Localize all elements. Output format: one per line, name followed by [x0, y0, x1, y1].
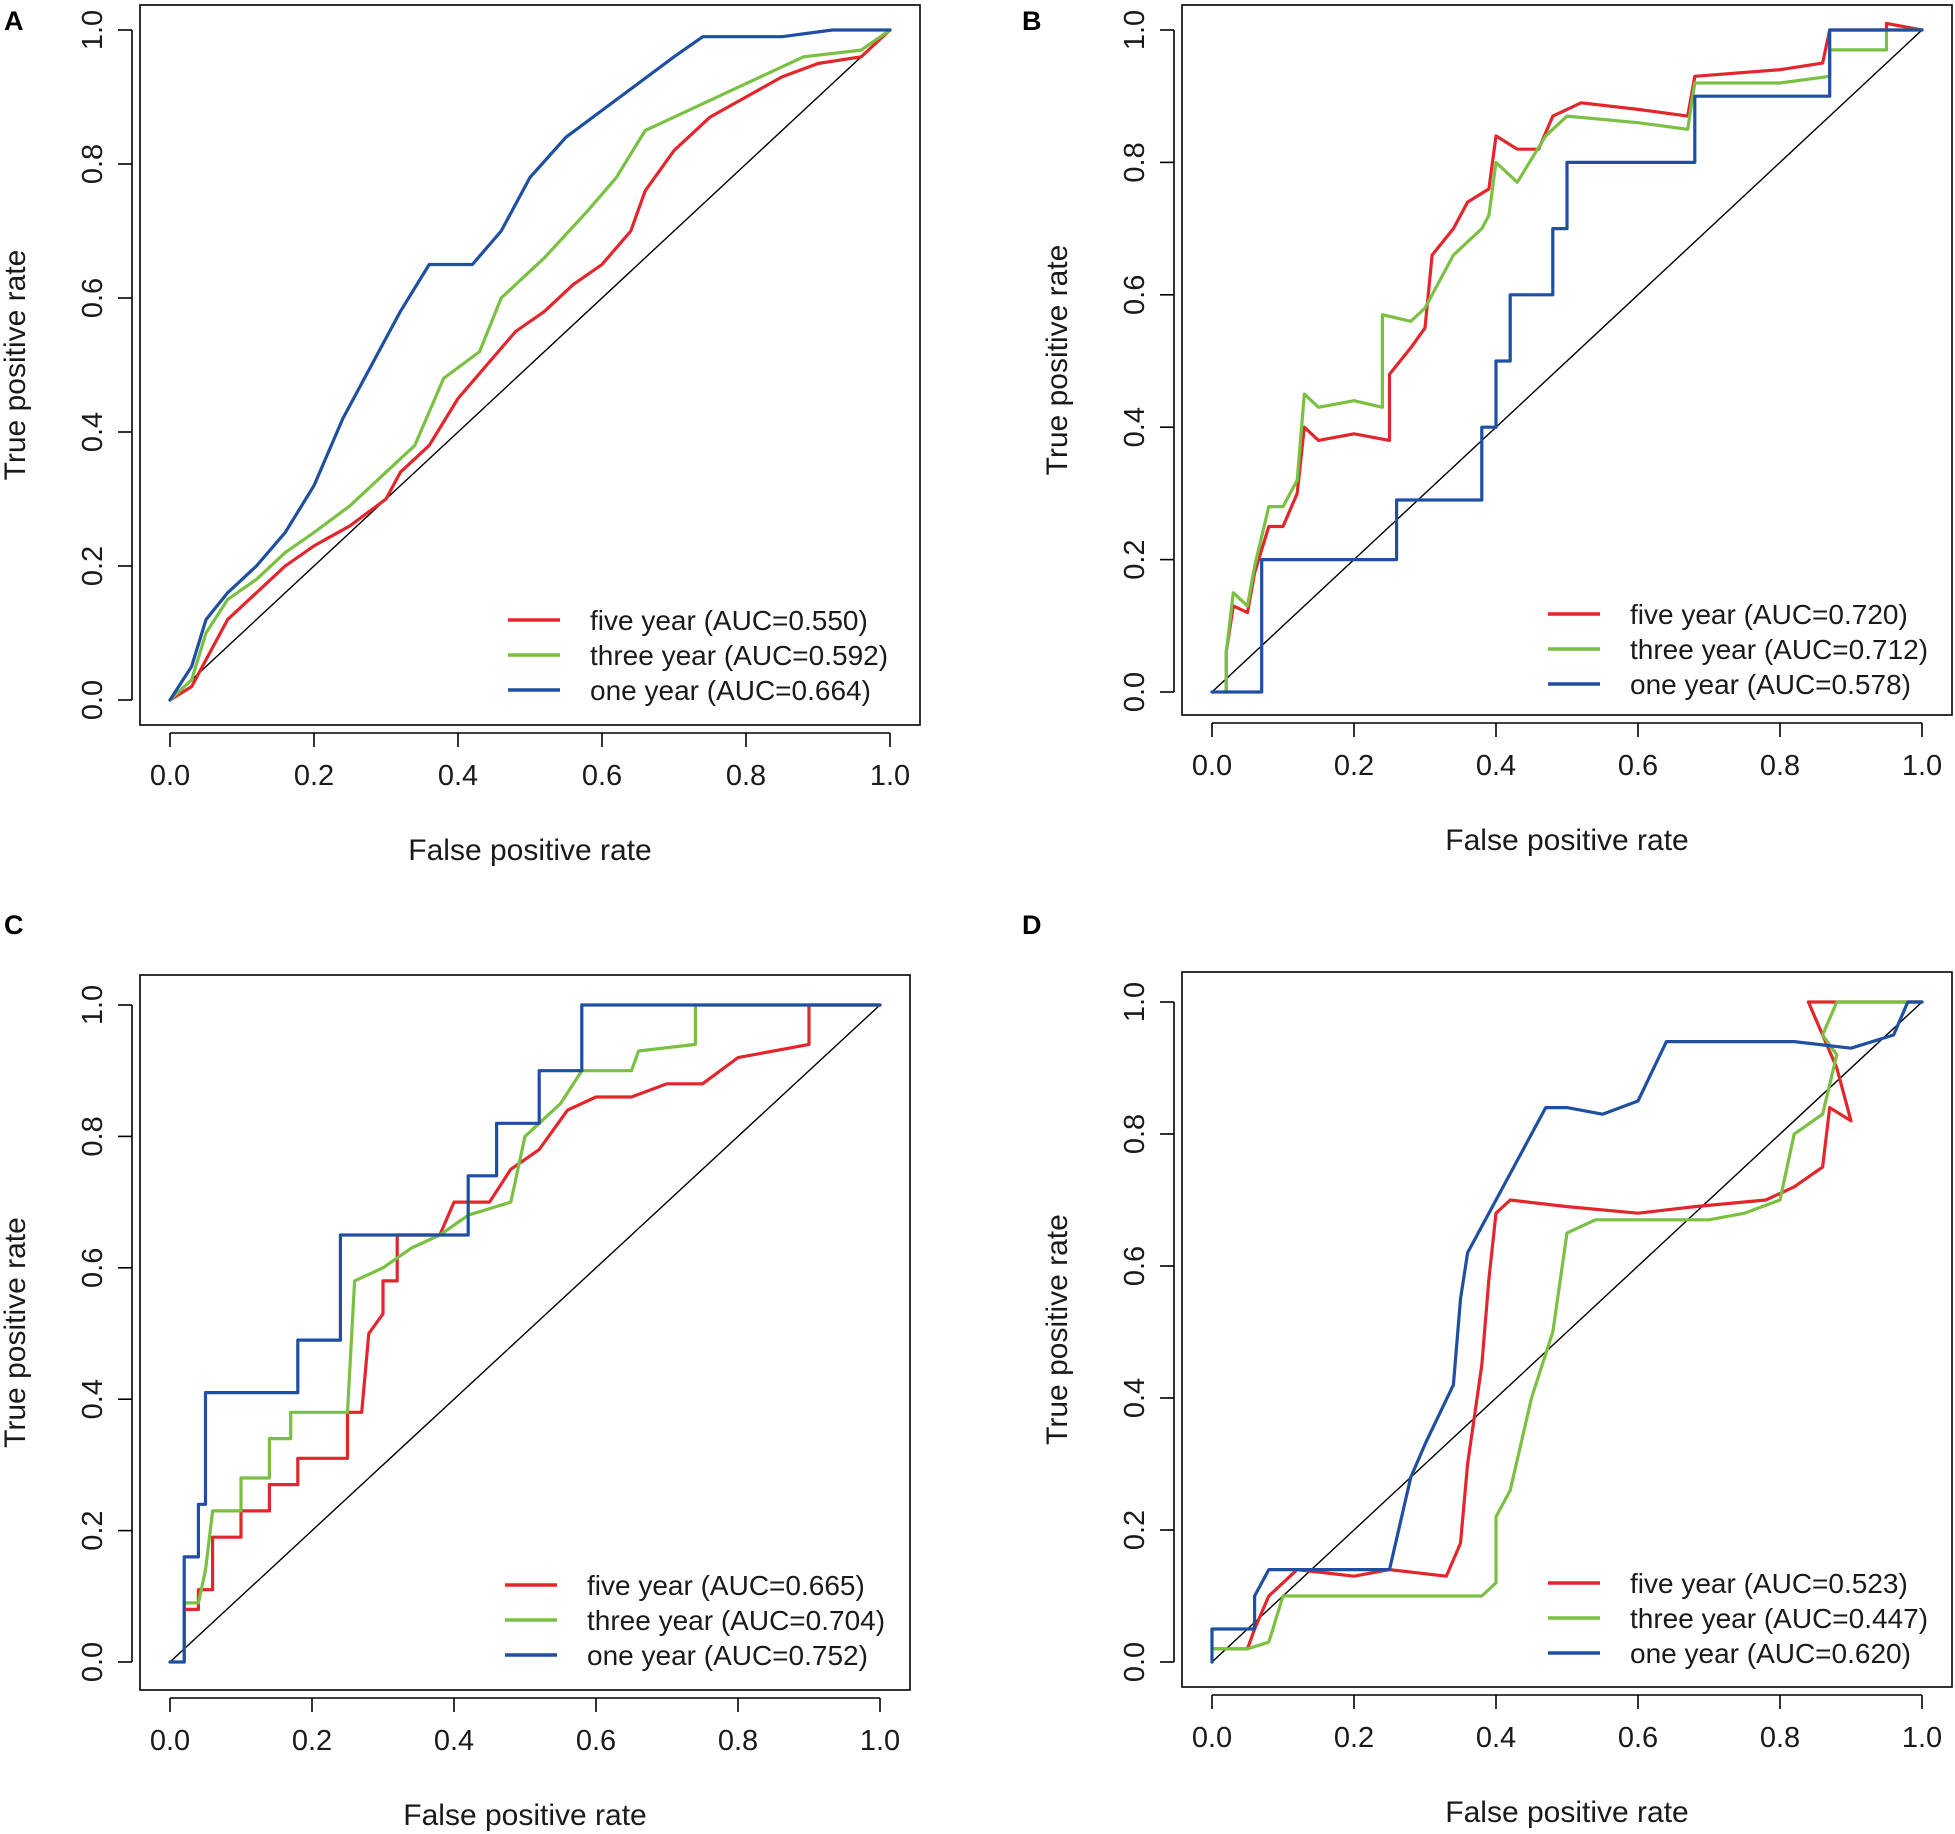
y-tick-label: 1.0	[77, 10, 109, 50]
y-axis-title: True positive rate	[1041, 245, 1074, 476]
x-tick-label: 0.0	[150, 1725, 190, 1757]
x-tick-label: 0.0	[1192, 1722, 1232, 1754]
y-axis-title: True positive rate	[1041, 1214, 1074, 1445]
roc-curve	[1210, 1000, 1924, 1651]
x-tick-label: 1.0	[870, 760, 910, 792]
y-tick-label: 0.4	[1119, 1378, 1151, 1418]
x-tick-label: 0.4	[434, 1725, 474, 1757]
x-tick-label: 0.8	[1760, 1722, 1800, 1754]
x-tick-label: 0.2	[1334, 1722, 1374, 1754]
panel-b: B 0.0 0.2 0.4 0.6 0.8 1.0 False positive rate 0…	[1022, 4, 1953, 857]
roc-curve	[168, 1003, 882, 1664]
reference-diagonal	[169, 29, 891, 701]
panel-letter-a: A	[4, 6, 24, 36]
roc-curve	[1210, 1000, 1924, 1664]
x-tick-label: 0.2	[292, 1725, 332, 1757]
legend-entry: three year (AUC=0.704)	[587, 1605, 885, 1636]
y-tick-label: 0.8	[1119, 1114, 1151, 1154]
y-axis-title: True positive rate	[0, 1217, 32, 1448]
legend-entry: one year (AUC=0.664)	[590, 675, 871, 706]
panel-letter-b: B	[1022, 6, 1042, 36]
x-axis-title: False positive rate	[403, 1799, 646, 1832]
legend-entry: three year (AUC=0.712)	[1630, 634, 1928, 665]
reference-diagonal	[1211, 1001, 1923, 1663]
roc-curve	[168, 28, 892, 702]
y-tick-label: 0.6	[77, 278, 109, 318]
y-axis-title: True positive rate	[0, 250, 32, 481]
x-tick-label: 0.4	[438, 760, 478, 792]
roc-curve	[1224, 28, 1924, 694]
x-axis-title: False positive rate	[408, 834, 651, 867]
y-tick-label: 0.4	[1119, 407, 1151, 447]
y-tick-label: 0.0	[77, 1642, 109, 1682]
roc-curve	[182, 1003, 882, 1664]
y-tick-label: 1.0	[1119, 982, 1151, 1022]
reference-diagonal	[169, 1004, 881, 1663]
roc-curve	[168, 28, 892, 702]
y-tick-label: 0.2	[77, 546, 109, 586]
x-tick-label: 0.2	[1334, 750, 1374, 782]
y-tick-label: 0.2	[1119, 539, 1151, 579]
plot-frame	[1181, 4, 1953, 716]
x-tick-label: 0.4	[1476, 1722, 1516, 1754]
legend-entry: five year (AUC=0.665)	[587, 1570, 865, 1601]
panel-a: A 0.0 0.2 0.4 0.6 0.8 1.0 False positive rate 0…	[0, 4, 921, 867]
panel-c: C 0.0 0.2 0.4 0.6 0.8 1.0 False positive rate 0…	[0, 910, 911, 1832]
y-tick-label: 0.0	[1119, 1642, 1151, 1682]
y-tick-label: 0.2	[77, 1510, 109, 1550]
roc-curve	[168, 28, 892, 702]
x-tick-label: 0.8	[718, 1725, 758, 1757]
x-tick-label: 0.2	[294, 760, 334, 792]
x-tick-label: 0.0	[1192, 750, 1232, 782]
y-tick-label: 0.8	[77, 144, 109, 184]
x-tick-label: 0.8	[726, 760, 766, 792]
roc-curve	[1210, 1000, 1924, 1651]
plot-frame	[139, 4, 921, 726]
x-tick-label: 0.0	[150, 760, 190, 792]
y-tick-label: 0.4	[77, 1379, 109, 1419]
x-tick-label: 0.6	[1618, 750, 1658, 782]
reference-diagonal	[1211, 29, 1923, 693]
panel-d: D 0.0 0.2 0.4 0.6 0.8 1.0 False positive rate 0…	[1022, 910, 1953, 1829]
legend-entry: three year (AUC=0.447)	[1630, 1603, 1928, 1634]
x-tick-label: 0.4	[1476, 750, 1516, 782]
y-tick-label: 1.0	[1119, 10, 1151, 50]
y-tick-label: 0.6	[1119, 1246, 1151, 1286]
legend-entry: five year (AUC=0.550)	[590, 605, 868, 636]
plot-frame	[139, 974, 911, 1691]
y-tick-label: 0.6	[1119, 275, 1151, 315]
x-tick-label: 0.6	[576, 1725, 616, 1757]
x-tick-label: 1.0	[1902, 1722, 1942, 1754]
plot-frame	[1181, 971, 1953, 1688]
x-tick-label: 1.0	[1902, 750, 1942, 782]
x-axis-title: False positive rate	[1445, 1796, 1688, 1829]
x-axis-title: False positive rate	[1445, 824, 1688, 857]
legend-entry: five year (AUC=0.523)	[1630, 1568, 1908, 1599]
y-tick-label: 0.8	[77, 1116, 109, 1156]
panel-letter-c: C	[4, 910, 24, 940]
y-tick-label: 0.2	[1119, 1510, 1151, 1550]
x-tick-label: 0.6	[1618, 1722, 1658, 1754]
panel-letter-d: D	[1022, 910, 1042, 940]
y-tick-label: 0.0	[1119, 672, 1151, 712]
y-tick-label: 0.8	[1119, 142, 1151, 182]
y-tick-label: 0.0	[77, 680, 109, 720]
legend-entry: one year (AUC=0.752)	[587, 1640, 868, 1671]
x-tick-label: 1.0	[860, 1725, 900, 1757]
x-tick-label: 0.8	[1760, 750, 1800, 782]
y-tick-label: 0.4	[77, 412, 109, 452]
legend-entry: five year (AUC=0.720)	[1630, 599, 1908, 630]
legend-entry: one year (AUC=0.578)	[1630, 669, 1911, 700]
legend-entry: three year (AUC=0.592)	[590, 640, 888, 671]
roc-curve	[182, 1003, 882, 1664]
x-tick-label: 0.6	[582, 760, 622, 792]
roc-curve	[1210, 28, 1924, 694]
roc-curve	[1224, 21, 1924, 694]
legend-entry: one year (AUC=0.620)	[1630, 1638, 1911, 1669]
y-tick-label: 1.0	[77, 985, 109, 1025]
y-tick-label: 0.6	[77, 1248, 109, 1288]
